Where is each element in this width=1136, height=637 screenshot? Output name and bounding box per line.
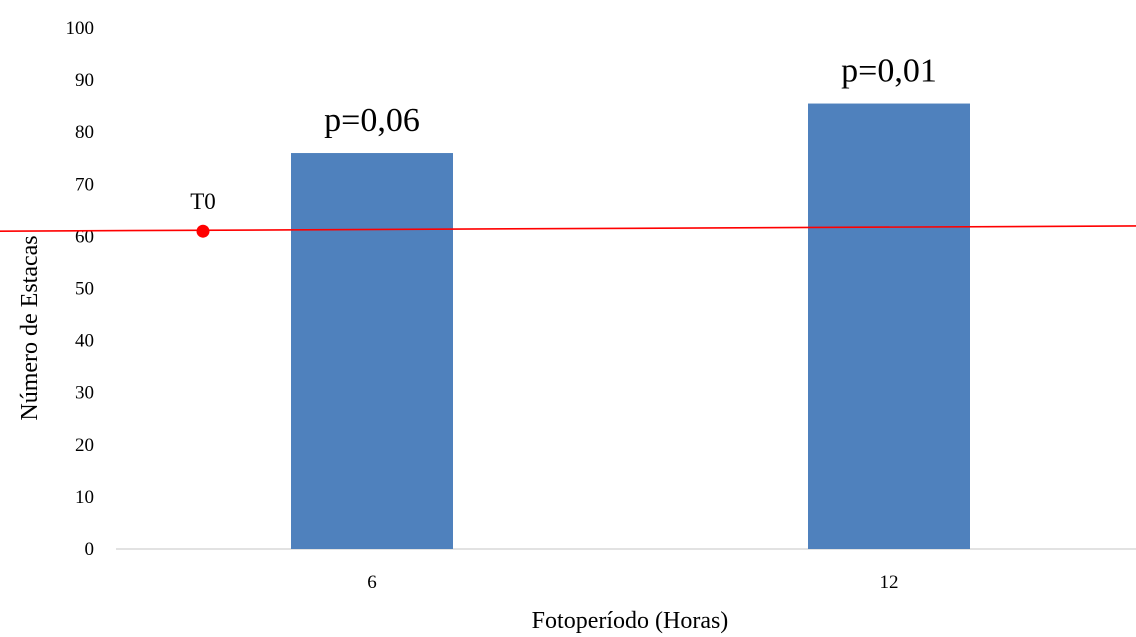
bars: p=0,06 p=0,01	[291, 53, 970, 550]
y-tick-label: 30	[75, 383, 94, 404]
bar	[808, 103, 970, 550]
reference-marker	[196, 224, 210, 238]
reference-line	[0, 225, 1136, 232]
x-axis-ticks: 6 12	[367, 572, 898, 593]
y-tick-label: 40	[75, 331, 94, 352]
y-tick-label: 50	[75, 279, 94, 300]
y-tick-label: 80	[75, 122, 94, 143]
reference-group: T0	[0, 189, 1136, 238]
bar	[291, 153, 453, 550]
x-tick-label: 6	[367, 572, 377, 593]
reference-label: T0	[190, 189, 216, 214]
bar-data-label: p=0,01	[841, 53, 937, 90]
bar-data-label: p=0,06	[324, 102, 420, 139]
y-tick-label: 90	[75, 70, 94, 91]
y-tick-label: 70	[75, 174, 94, 195]
x-tick-label: 12	[880, 572, 899, 593]
y-axis-ticks: 0 10 20 30 40 50 60 70 80 90 100	[66, 18, 95, 560]
x-axis-title: Fotoperíodo (Horas)	[532, 608, 729, 634]
y-tick-label: 100	[66, 18, 95, 39]
y-axis-title: Número de Estacas	[17, 235, 43, 420]
y-tick-label: 10	[75, 487, 94, 508]
y-tick-label: 20	[75, 435, 94, 456]
y-tick-label: 60	[75, 226, 94, 247]
y-tick-label: 0	[85, 539, 95, 560]
